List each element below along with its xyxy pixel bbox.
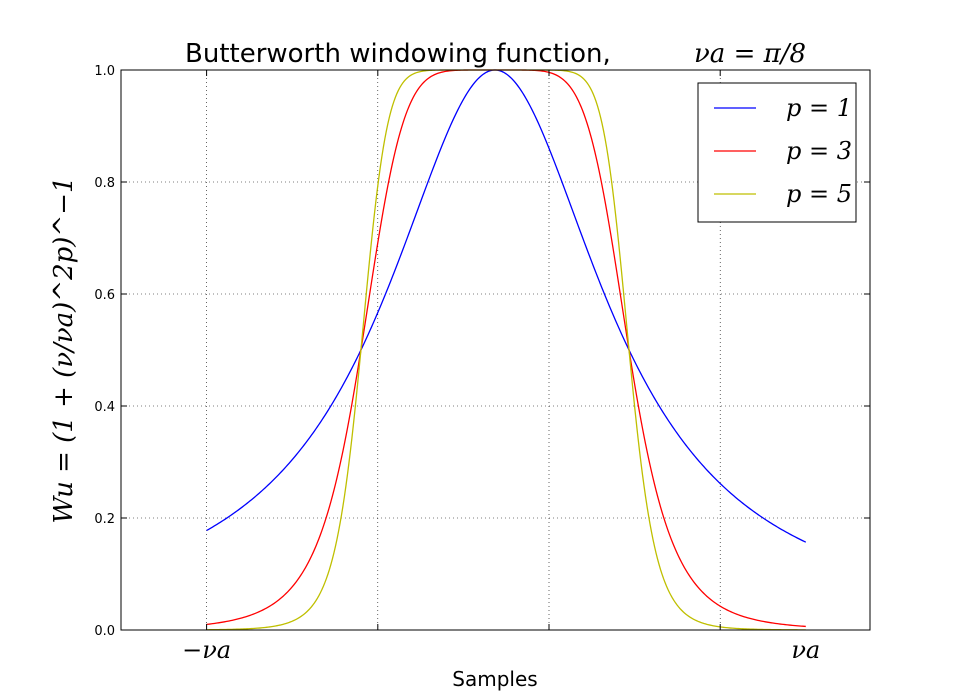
legend-box [697,82,857,223]
legend-label-p5: p = 5 [786,180,852,208]
y-axis-label: Wu = (1 + (ν/νa)^2p)^−1 [49,176,79,523]
y-tick-label: 0.8 [94,176,115,191]
plot-area-frame [120,69,871,631]
y-tick-label: 1.0 [94,64,115,79]
x-tick-label-nu-a: νa [791,636,820,664]
x-axis-label: Samples [452,667,537,691]
axis-ticks: 0.0 0.2 0.4 0.6 0.8 1.0 −νa νa [94,64,870,664]
y-tick-label: 0.2 [94,512,115,527]
chart-title: Butterworth windowing function, [185,39,611,69]
x-tick-label-neg-nu-a: −νa [182,636,231,664]
chart-title-math: νa = π/8 [694,39,806,69]
y-tick-label: 0.6 [94,288,115,303]
y-tick-label: 0.0 [94,624,115,639]
series-line-p1 [206,69,807,543]
legend: p = 1 p = 3 p = 5 [697,82,857,223]
y-tick-label: 0.4 [94,400,115,415]
legend-label-p3: p = 3 [786,137,852,165]
legend-label-p1: p = 1 [786,94,852,122]
